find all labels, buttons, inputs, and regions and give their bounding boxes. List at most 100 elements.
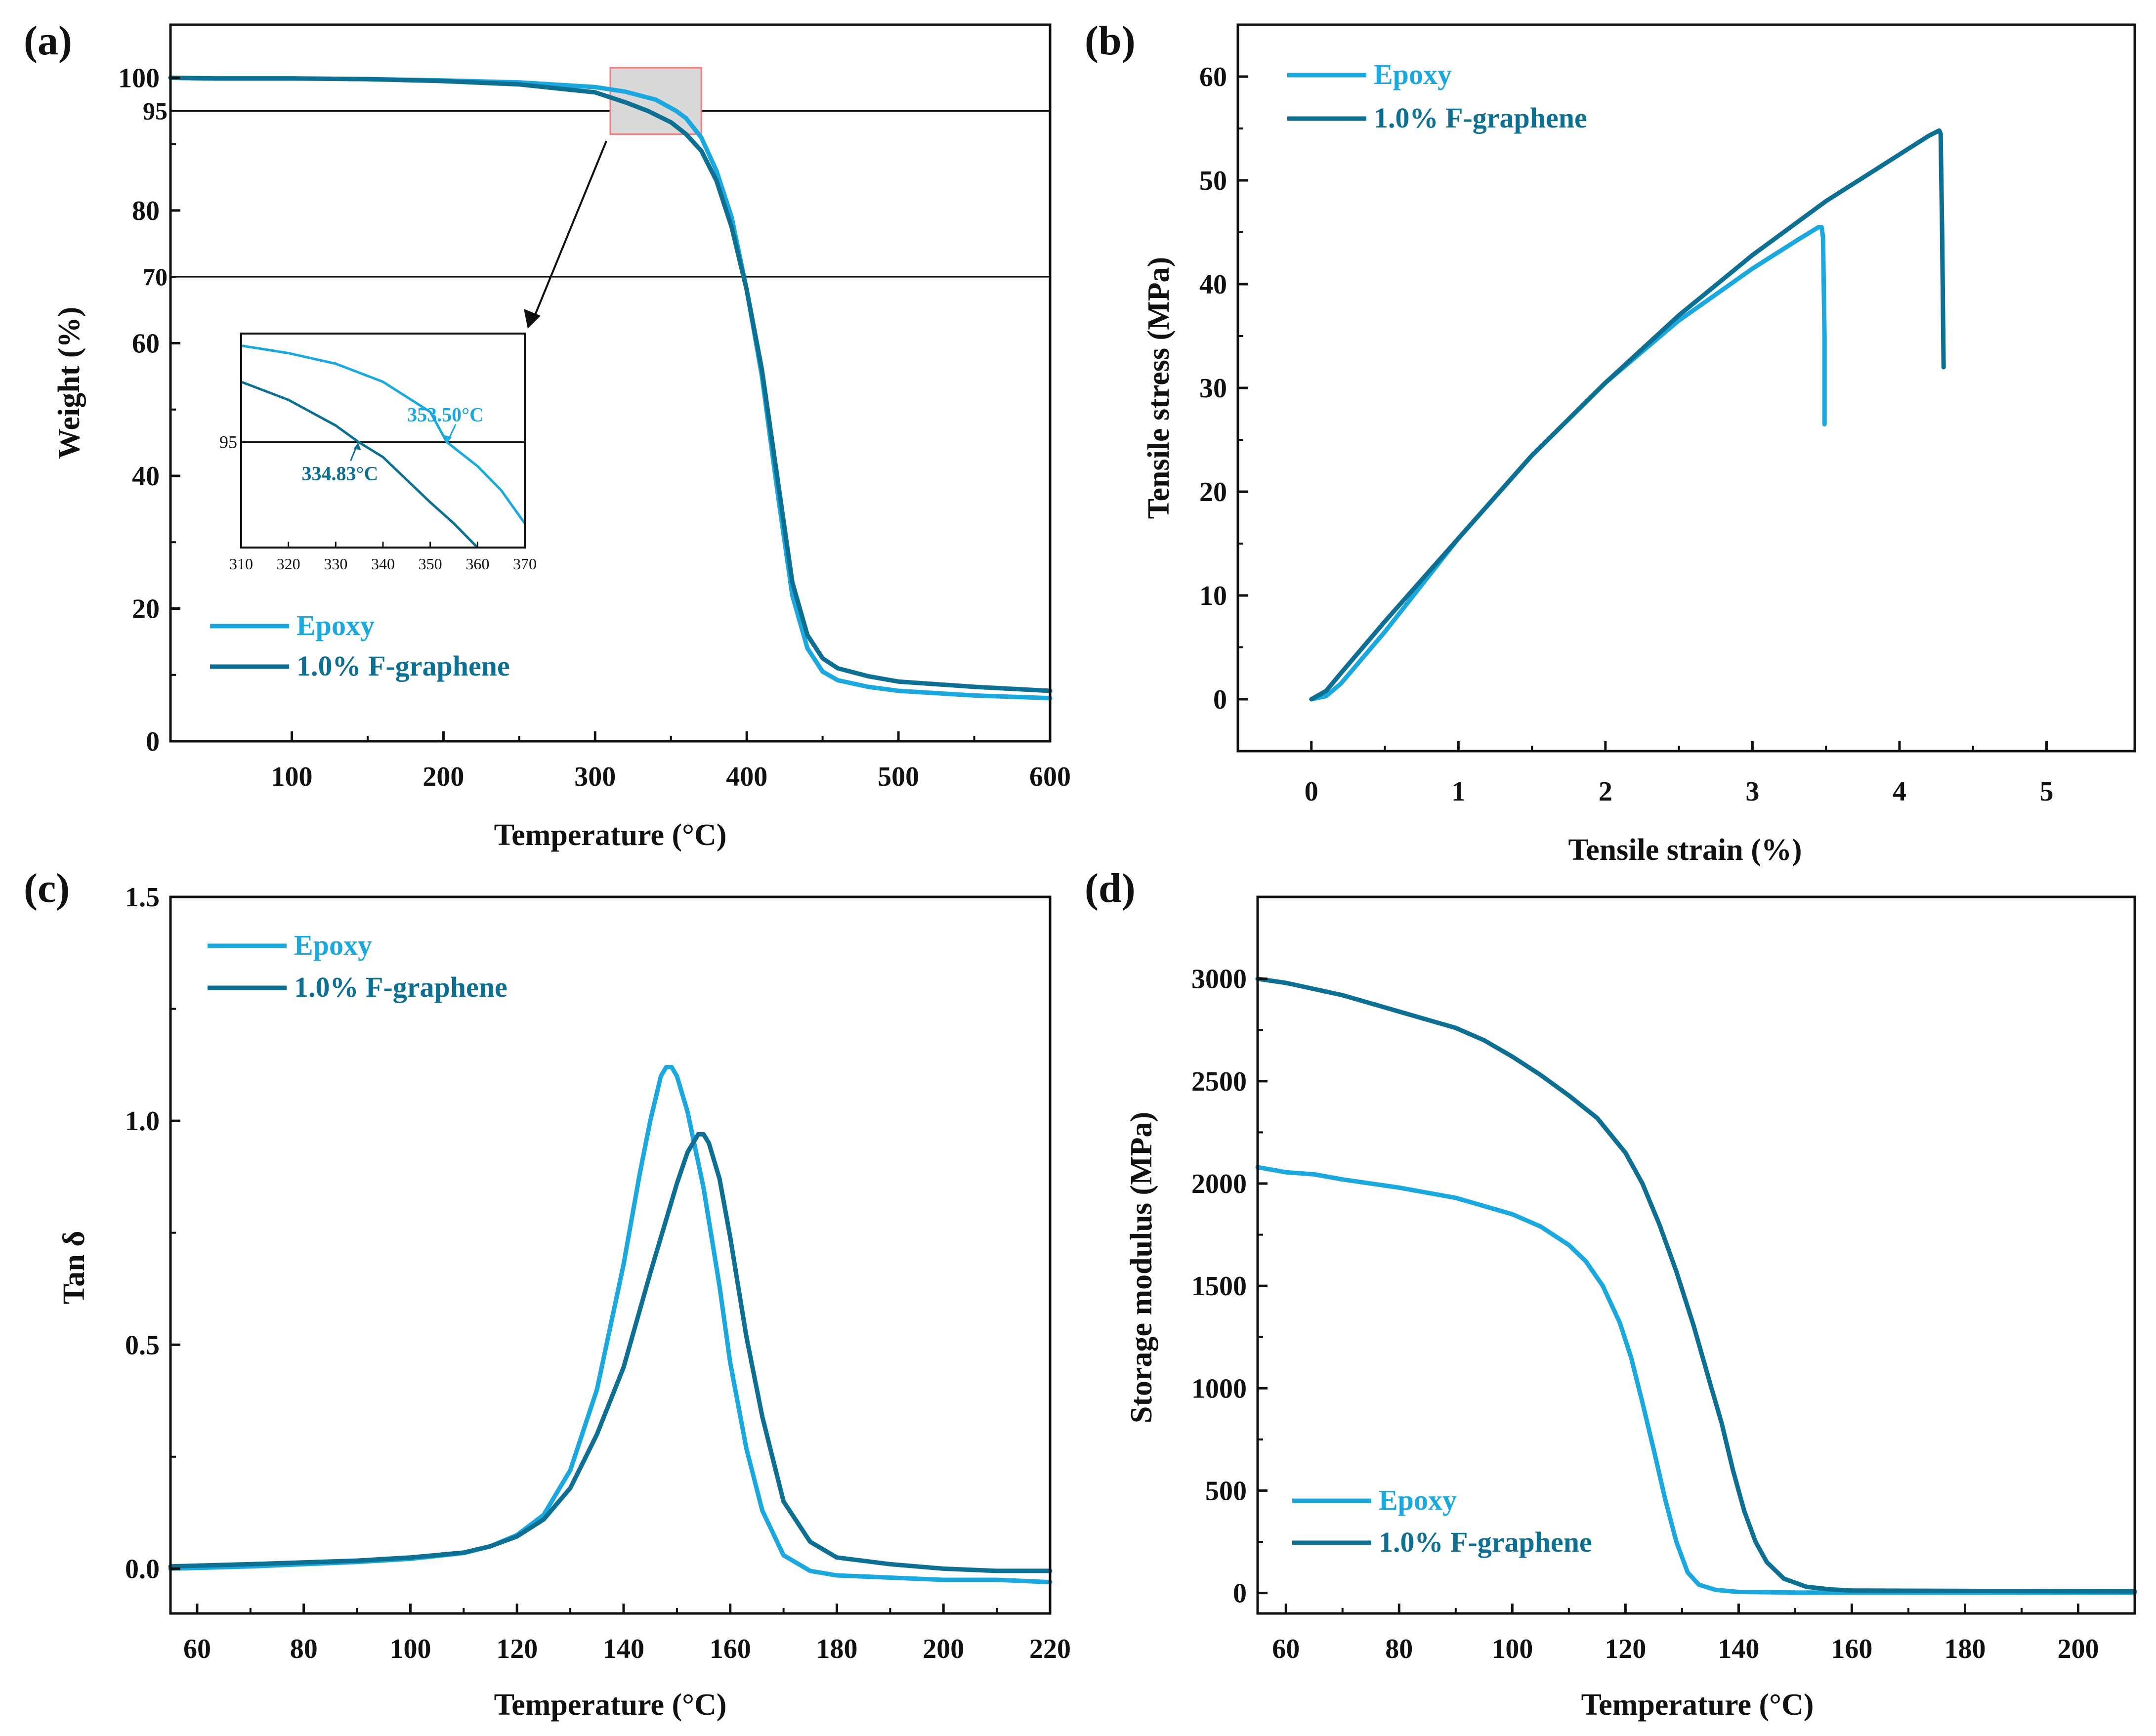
x-tick-label: 180 <box>1944 1634 1986 1664</box>
x-tick-label: 200 <box>2057 1634 2099 1664</box>
reference-line-label: 70 <box>143 263 168 291</box>
x-tick-label: 200 <box>923 1634 964 1664</box>
x-tick-label: 140 <box>1718 1634 1759 1664</box>
x-tick-label: 60 <box>1272 1634 1300 1664</box>
y-tick-label: 500 <box>1205 1476 1247 1506</box>
y-tick-label: 20 <box>132 593 160 624</box>
x-tick-label: 0 <box>1305 776 1318 807</box>
y-axis-title: Storage modulus (MPa) <box>1125 1112 1158 1423</box>
inset-background <box>241 334 525 548</box>
inset-x-tick-label: 310 <box>229 555 253 573</box>
y-tick-label: 30 <box>1199 373 1227 404</box>
x-axis-title: Temperature (°C) <box>494 818 727 852</box>
x-tick-label: 220 <box>1029 1634 1071 1664</box>
inset-annotation-epoxy: 353.50°C <box>407 404 484 426</box>
inset-series-group <box>241 344 525 548</box>
series-line-f-graphene <box>168 1132 1053 1573</box>
x-tick-label: 5 <box>2039 776 2053 807</box>
x-tick-label: 100 <box>1491 1634 1533 1664</box>
y-tick-label: 60 <box>1199 62 1227 92</box>
legend-label-f-graphene: 1.0% F-graphene <box>1374 102 1587 134</box>
x-tick-label: 500 <box>878 762 919 792</box>
x-tick-label: 140 <box>603 1634 644 1664</box>
legend-label-f-graphene: 1.0% F-graphene <box>1379 1526 1592 1558</box>
x-tick-label: 100 <box>389 1634 431 1664</box>
y-tick-label: 1.5 <box>125 882 160 913</box>
x-tick-label: 80 <box>1385 1634 1413 1664</box>
panel-label-a: (a) <box>24 18 72 64</box>
legend-label-epoxy: Epoxy <box>1374 58 1452 90</box>
inset-series-line-f-graphene <box>241 381 479 548</box>
legend-label-f-graphene: 1.0% F-graphene <box>296 650 510 682</box>
x-tick-label: 200 <box>423 762 464 792</box>
zoom-pointer-arrow <box>532 140 607 321</box>
x-tick-label: 3 <box>1745 776 1759 807</box>
inset-x-tick-label: 340 <box>371 555 395 573</box>
y-tick-label: 10 <box>1199 581 1227 611</box>
inset-y-label-95: 95 <box>219 432 237 452</box>
y-tick-label: 20 <box>1199 477 1227 508</box>
legend-label-f-graphene: 1.0% F-graphene <box>294 971 507 1003</box>
y-tick-label: 50 <box>1199 166 1227 196</box>
x-tick-label: 120 <box>1605 1634 1646 1664</box>
x-tick-label: 400 <box>726 762 767 792</box>
zoom-pointer-arrowhead <box>524 309 541 329</box>
y-axis-title: Weight (%) <box>52 307 86 459</box>
y-tick-label: 2000 <box>1191 1169 1247 1199</box>
series-line-f-graphene <box>1255 976 2137 1594</box>
y-axis-title: Tan δ <box>57 1231 91 1305</box>
x-tick-label: 80 <box>290 1634 318 1664</box>
y-tick-label: 0.0 <box>125 1554 160 1584</box>
y-tick-label: 40 <box>1199 269 1227 300</box>
plot-frame <box>169 895 1052 1615</box>
panel-label-c: (c) <box>24 865 70 911</box>
inset-x-tick-label: 320 <box>277 555 300 573</box>
inset-x-tick-label: 360 <box>465 555 489 573</box>
y-tick-label: 3000 <box>1191 964 1247 995</box>
y-tick-label: 40 <box>132 461 160 492</box>
inset-x-tick-label: 330 <box>324 555 347 573</box>
legend-label-epoxy: Epoxy <box>296 609 375 641</box>
y-tick-label: 80 <box>132 196 160 226</box>
x-tick-label: 60 <box>183 1634 211 1664</box>
plot-frame <box>1256 895 2136 1615</box>
plot-frame <box>169 23 1052 743</box>
legend: Epoxy 1.0% F-graphene <box>208 929 507 1003</box>
series-line-f-graphene <box>168 75 1053 693</box>
panel-label-d: (d) <box>1085 865 1136 911</box>
series-line-epoxy <box>1255 1165 2137 1595</box>
inset-series-line-epoxy <box>241 344 525 524</box>
panel-d: (d)60 80 100 120 140 160 180 200050010001500200… <box>1085 865 2137 1722</box>
y-tick-label: 1.0 <box>125 1106 160 1137</box>
y-tick-label: 0 <box>146 726 160 757</box>
legend: Epoxy 1.0% F-graphene <box>1292 1484 1592 1558</box>
y-axis-title: Tensile stress (MPa) <box>1142 257 1176 519</box>
inset-annotation-f-graphene: 334.83°C <box>302 463 379 485</box>
y-tick-label: 0 <box>1213 684 1227 715</box>
series-line-epoxy <box>1309 225 1827 702</box>
inset-arrowhead-f-graphene <box>353 442 361 450</box>
x-axis-title: Temperature (°C) <box>1581 1688 1814 1722</box>
x-tick-label: 1 <box>1451 776 1465 807</box>
y-tick-label: 1000 <box>1191 1373 1247 1404</box>
y-tick-label: 0.5 <box>125 1330 160 1360</box>
y-tick-label: 0 <box>1233 1578 1247 1609</box>
inset-x-tick-label: 370 <box>513 555 537 573</box>
x-tick-label: 120 <box>496 1634 538 1664</box>
legend-label-epoxy: Epoxy <box>294 929 372 961</box>
y-tick-label: 2500 <box>1191 1066 1247 1097</box>
y-tick-label: 1500 <box>1191 1271 1247 1302</box>
reference-line-label: 95 <box>143 97 168 125</box>
x-tick-label: 100 <box>271 762 313 792</box>
series-line-f-graphene <box>1309 128 1946 702</box>
x-tick-label: 4 <box>1893 776 1906 807</box>
x-tick-label: 180 <box>816 1634 857 1664</box>
x-axis-title: Tensile strain (%) <box>1568 833 1802 867</box>
y-tick-label: 100 <box>118 63 160 93</box>
legend: Epoxy 1.0% F-graphene <box>210 609 510 682</box>
x-axis-title: Temperature (°C) <box>494 1688 727 1722</box>
panel-label-b: (b) <box>1085 18 1136 64</box>
